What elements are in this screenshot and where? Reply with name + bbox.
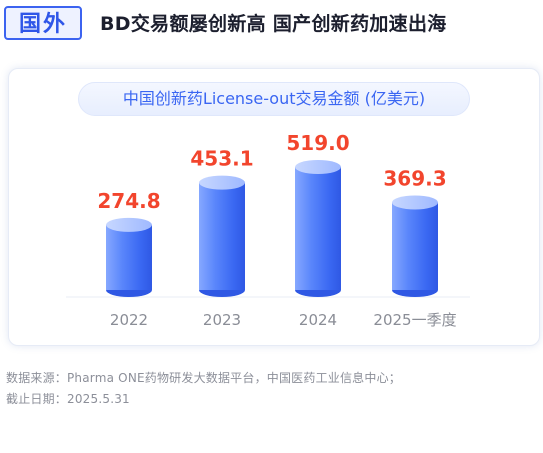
bar-body: [295, 167, 341, 290]
bar-2025一季度: [392, 195, 438, 297]
value-label: 274.8: [97, 189, 160, 213]
bar-top: [199, 175, 245, 190]
bar-top: [106, 217, 152, 232]
x-tick-label: 2024: [299, 311, 337, 329]
bar-top: [392, 195, 438, 210]
bar-2024: [295, 160, 341, 297]
bar-2022: [106, 217, 152, 297]
value-label: 369.3: [383, 166, 446, 190]
bar-body: [199, 182, 245, 290]
bar-2023: [199, 175, 245, 297]
x-tick-label: 2022: [110, 311, 148, 329]
bar-body: [392, 202, 438, 290]
source-line: 数据来源：Pharma ONE药物研发大数据平台，中国医药工业信息中心；: [6, 371, 401, 385]
source-note: 数据来源：Pharma ONE药物研发大数据平台，中国医药工业信息中心； 截止日…: [6, 368, 539, 410]
bar-body: [106, 224, 152, 290]
x-tick-label: 2025一季度: [373, 311, 456, 329]
chart-title: 中国创新药License-out交易金额 (亿美元): [78, 82, 470, 116]
headline: BD交易额屡创新高 国产创新药加速出海: [100, 13, 447, 35]
x-tick-label: 2023: [203, 311, 241, 329]
value-label: 453.1: [190, 147, 253, 171]
cutoff-date: 截止日期：2025.5.31: [6, 392, 130, 406]
value-label: 519.0: [286, 131, 349, 155]
bar-top: [295, 160, 341, 174]
region-tag: 国外: [4, 6, 82, 40]
